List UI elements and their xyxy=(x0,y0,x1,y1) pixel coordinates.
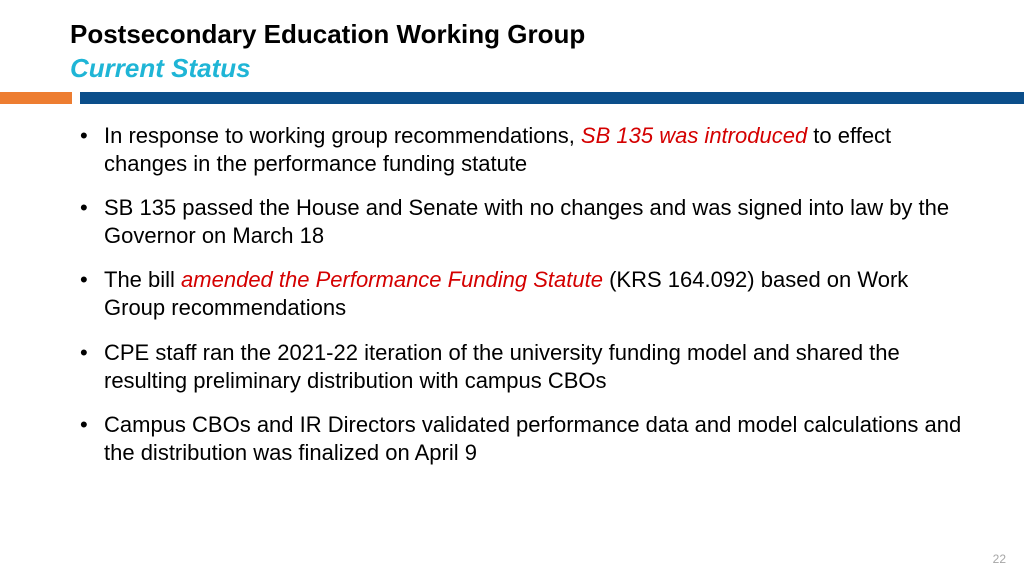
list-item: The bill amended the Performance Funding… xyxy=(80,266,974,322)
bullet-list: In response to working group recommendat… xyxy=(70,122,974,468)
accent-bar-blue xyxy=(80,92,1024,104)
list-item: Campus CBOs and IR Directors validated p… xyxy=(80,411,974,467)
text-run: SB 135 was introduced xyxy=(581,123,807,148)
text-run: CPE staff ran the 2021-22 iteration of t… xyxy=(104,340,900,393)
text-run: Campus CBOs and IR Directors validated p… xyxy=(104,412,961,465)
text-run: SB 135 passed the House and Senate with … xyxy=(104,195,949,248)
text-run: The bill xyxy=(104,267,181,292)
accent-bar-orange xyxy=(0,92,72,104)
list-item: In response to working group recommendat… xyxy=(80,122,974,178)
slide: Postsecondary Education Working Group Cu… xyxy=(0,0,1024,576)
page-number: 22 xyxy=(993,552,1006,566)
page-subtitle: Current Status xyxy=(70,52,974,86)
page-title: Postsecondary Education Working Group xyxy=(70,18,974,52)
accent-bar xyxy=(0,92,1024,104)
list-item: CPE staff ran the 2021-22 iteration of t… xyxy=(80,339,974,395)
text-run: In response to working group recommendat… xyxy=(104,123,581,148)
text-run: amended the Performance Funding Statute xyxy=(181,267,603,292)
list-item: SB 135 passed the House and Senate with … xyxy=(80,194,974,250)
